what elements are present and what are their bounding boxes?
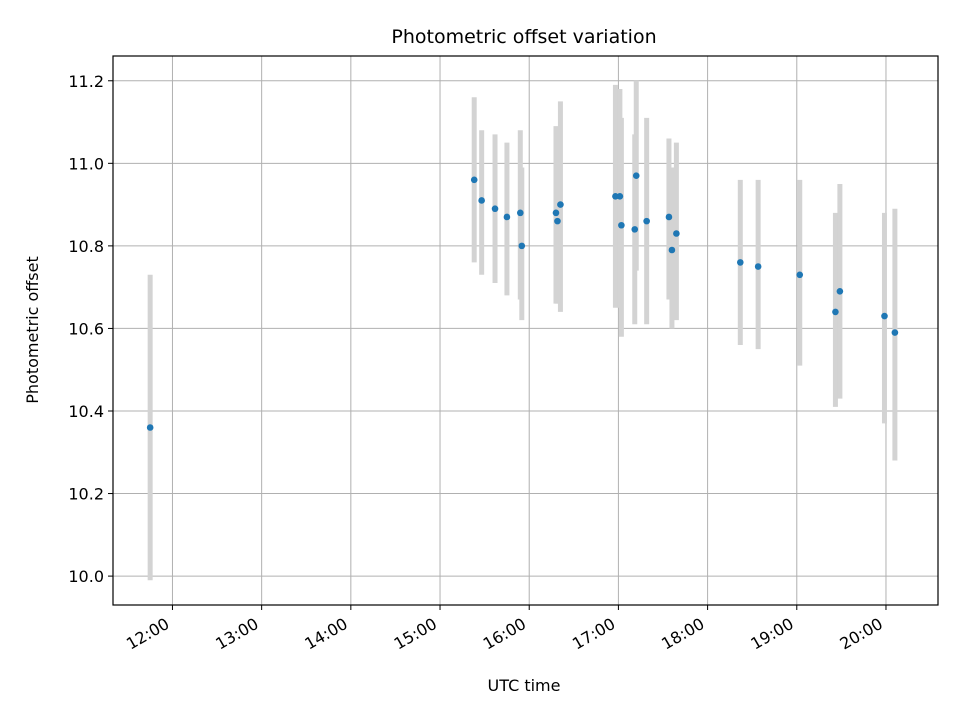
data-point bbox=[552, 209, 560, 217]
data-point bbox=[632, 172, 640, 180]
data-point bbox=[478, 197, 485, 204]
data-point bbox=[881, 312, 888, 320]
y-axis-ticks: 10.0 10.2 10.4 10.6 10.8 11.0 11.2 bbox=[68, 72, 113, 586]
y-tick-label: 10.8 bbox=[68, 237, 104, 256]
data-point bbox=[736, 259, 744, 266]
data-point bbox=[618, 221, 625, 229]
y-tick-label: 11.2 bbox=[68, 72, 104, 91]
data-point bbox=[836, 287, 844, 295]
data-point bbox=[557, 201, 564, 208]
y-tick-label: 10.4 bbox=[68, 402, 104, 421]
plot-frame bbox=[112, 55, 939, 606]
y-tick-label: 10.6 bbox=[68, 319, 104, 338]
data-point bbox=[643, 217, 650, 225]
data-point bbox=[796, 271, 804, 279]
data-points bbox=[146, 172, 899, 431]
x-axis-label: UTC time bbox=[488, 676, 561, 695]
data-point bbox=[554, 217, 561, 225]
y-tick-label: 10.2 bbox=[68, 485, 104, 504]
y-tick-label: 10.0 bbox=[68, 567, 104, 586]
data-point bbox=[146, 424, 154, 431]
data-point bbox=[668, 246, 676, 254]
data-point bbox=[491, 205, 499, 213]
data-point bbox=[631, 226, 639, 233]
data-point bbox=[891, 329, 899, 336]
chart-title: Photometric offset variation bbox=[391, 26, 656, 48]
data-point bbox=[673, 230, 680, 237]
data-point bbox=[516, 209, 524, 217]
data-point bbox=[665, 213, 673, 221]
data-point bbox=[518, 242, 526, 250]
data-point bbox=[616, 193, 624, 200]
data-point bbox=[754, 263, 762, 270]
data-point bbox=[832, 308, 839, 316]
y-tick-label: 11.0 bbox=[68, 154, 104, 173]
data-point bbox=[503, 213, 511, 221]
data-point bbox=[470, 176, 478, 184]
y-axis-label: Photometric offset bbox=[23, 256, 42, 404]
